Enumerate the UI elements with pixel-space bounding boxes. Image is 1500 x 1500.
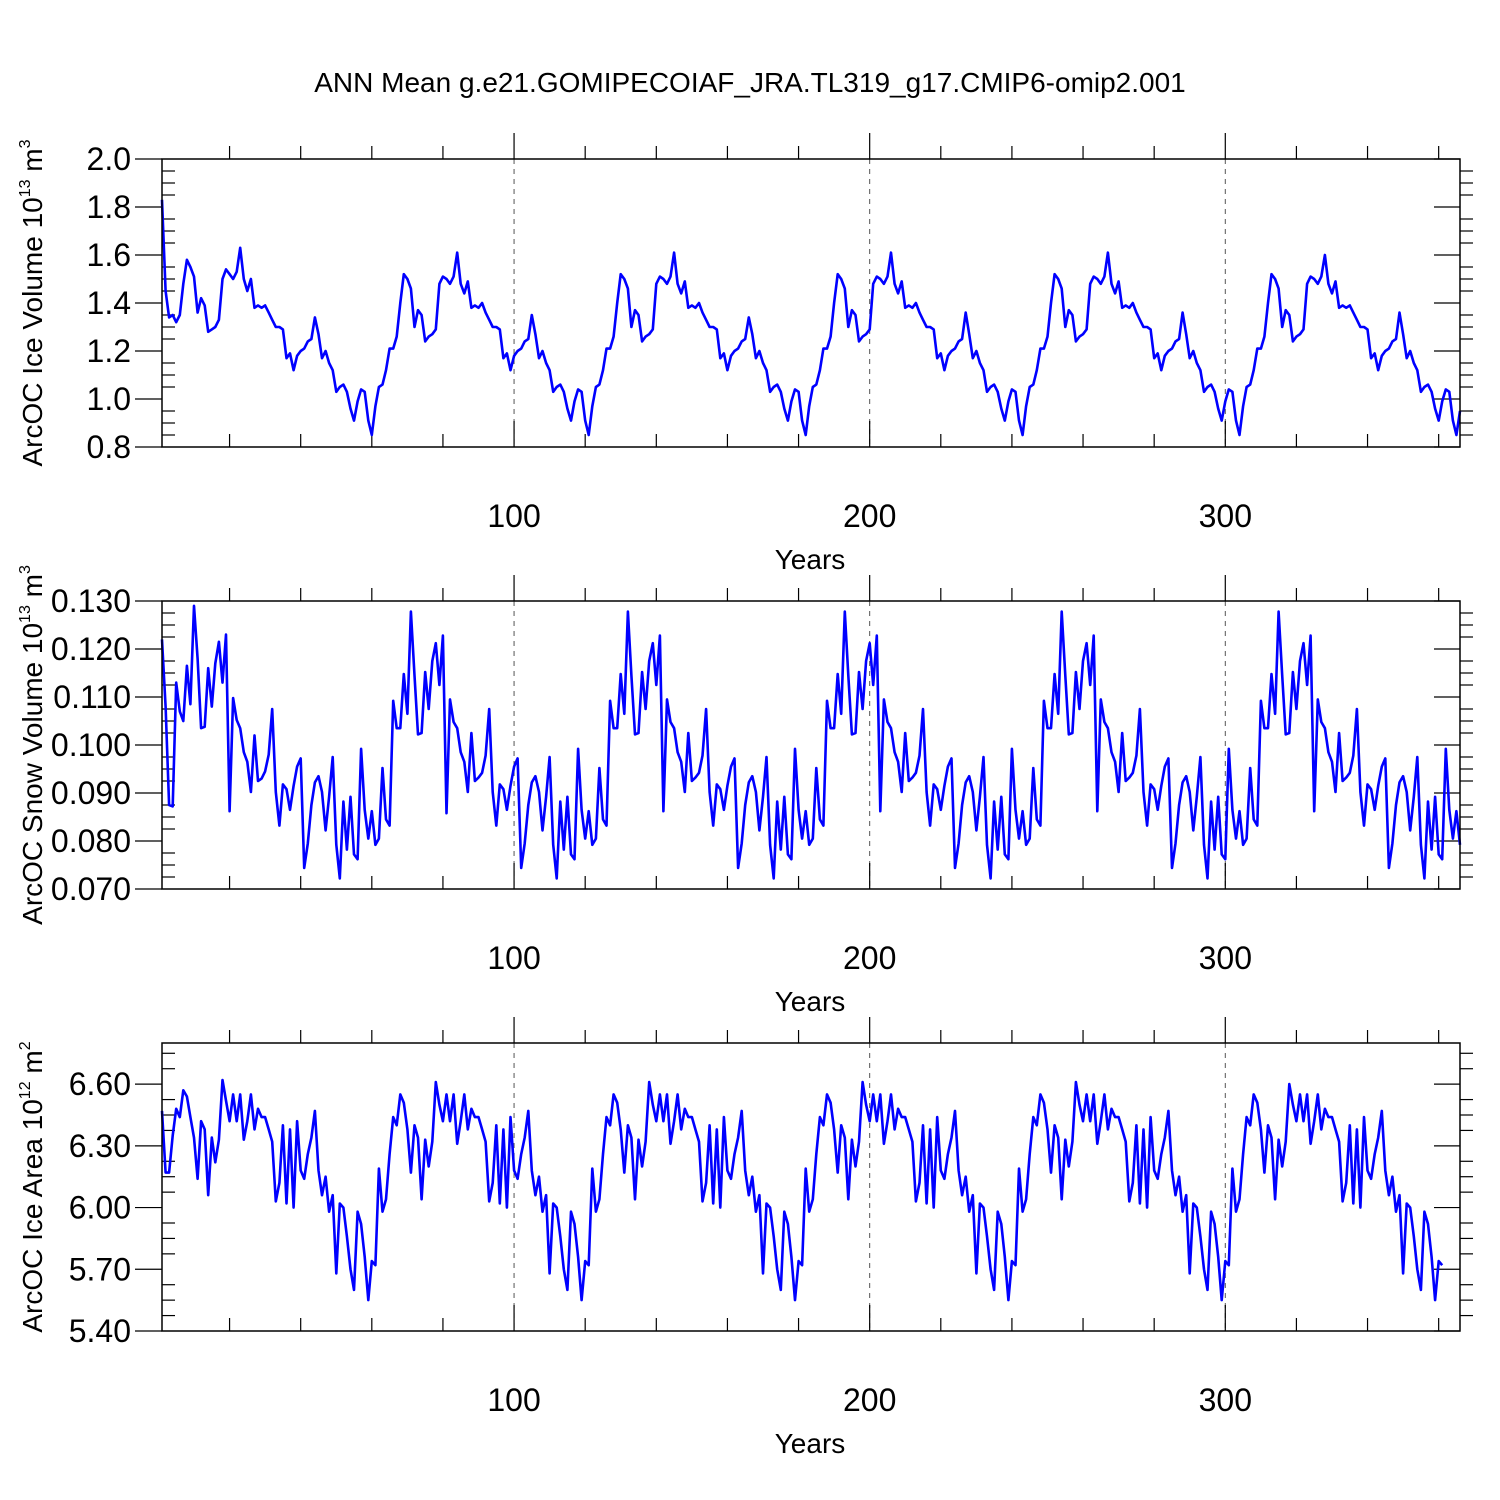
x-tick-label-100: 100: [487, 498, 540, 534]
y-tick-label-0.110: 0.110: [53, 679, 131, 715]
y-tick-label-1.0: 1.0: [87, 381, 131, 417]
chart-title: ANN Mean g.e21.GOMIPECOIAF_JRA.TL319_g17…: [314, 67, 1186, 98]
plot-frame-snow-volume: [161, 600, 1461, 890]
y-axis-label-part: ArcOC Snow Volume 10: [17, 623, 48, 925]
y-axis-label-part: 3: [17, 565, 34, 574]
y-tick-label-5.70: 5.70: [69, 1251, 131, 1287]
y-tick-label-1.2: 1.2: [87, 333, 131, 369]
y-tick-label-0.8: 0.8: [87, 429, 131, 465]
x-tick-label-200: 200: [843, 940, 896, 976]
x-axis-label-ice-volume: Years: [775, 544, 846, 575]
y-axis-label-part: m: [17, 1050, 48, 1081]
y-tick-label-6.60: 6.60: [69, 1066, 131, 1102]
y-tick-label-0.090: 0.090: [51, 775, 131, 811]
x-tick-label-300: 300: [1199, 1382, 1252, 1418]
y-tick-label-6.30: 6.30: [69, 1128, 131, 1164]
y-tick-label-1.4: 1.4: [87, 285, 131, 321]
y-axis-label-ice-area: ArcOC Ice Area 1012 m2: [17, 1041, 48, 1332]
x-tick-label-200: 200: [843, 1382, 896, 1418]
y-tick-label-0.100: 0.100: [51, 727, 131, 763]
panel-ice-volume: 100 200 300 0.8 1.0 1.2 1.4 1.6 1.8 2.0 Years ArcOC…: [17, 133, 1473, 575]
panel-snow-volume: 100 200 300 0.070 0.080 0.090 0.100 0.110 0.120 0…: [17, 565, 1473, 1017]
y-tick-label-0.080: 0.080: [51, 823, 131, 859]
y-axis-label-part: ArcOC Ice Volume 10: [17, 197, 48, 466]
y-tick-label-5.40: 5.40: [69, 1313, 131, 1349]
y-axis-label-part: 13: [17, 179, 34, 197]
y-axis-label-part: ArcOC Ice Area 10: [17, 1099, 48, 1332]
y-tick-label-0.120: 0.120: [51, 631, 131, 667]
series-line-snow-volume: [160, 604, 1462, 880]
x-axis-label-snow-volume: Years: [775, 986, 846, 1017]
series-line-ice-volume: [160, 199, 1462, 437]
y-axis-label-part: 12: [17, 1081, 34, 1099]
y-axis-label-ice-volume: ArcOC Ice Volume 1013 m3: [17, 139, 48, 466]
y-axis-label-part: m: [17, 148, 48, 179]
x-axis-label-ice-area: Years: [775, 1428, 846, 1459]
y-axis-label-part: m: [17, 574, 48, 605]
y-tick-label-0.070: 0.070: [51, 871, 131, 907]
y-tick-label-0.130: 0.130: [51, 583, 131, 619]
y-axis-label-part: 2: [17, 1041, 34, 1050]
y-tick-label-6.00: 6.00: [69, 1190, 131, 1226]
x-tick-label-300: 300: [1199, 940, 1252, 976]
y-tick-label-2.0: 2.0: [87, 141, 131, 177]
plot-frame-ice-volume: [161, 158, 1461, 448]
panel-ice-area: 100 200 300 5.40 5.70 6.00 6.30 6.60 Years ArcOC …: [17, 1017, 1473, 1459]
plot-frame-ice-area: [161, 1042, 1461, 1332]
x-tick-label-300: 300: [1199, 498, 1252, 534]
y-tick-label-1.6: 1.6: [87, 237, 131, 273]
y-axis-label-part: 13: [17, 605, 34, 623]
x-tick-label-100: 100: [487, 940, 540, 976]
x-tick-label-200: 200: [843, 498, 896, 534]
x-tick-label-100: 100: [487, 1382, 540, 1418]
y-tick-label-1.8: 1.8: [87, 189, 131, 225]
y-axis-label-part: 3: [17, 139, 34, 148]
series-line-ice-area: [160, 1078, 1444, 1302]
y-axis-label-snow-volume: ArcOC Snow Volume 1013 m3: [17, 565, 48, 925]
